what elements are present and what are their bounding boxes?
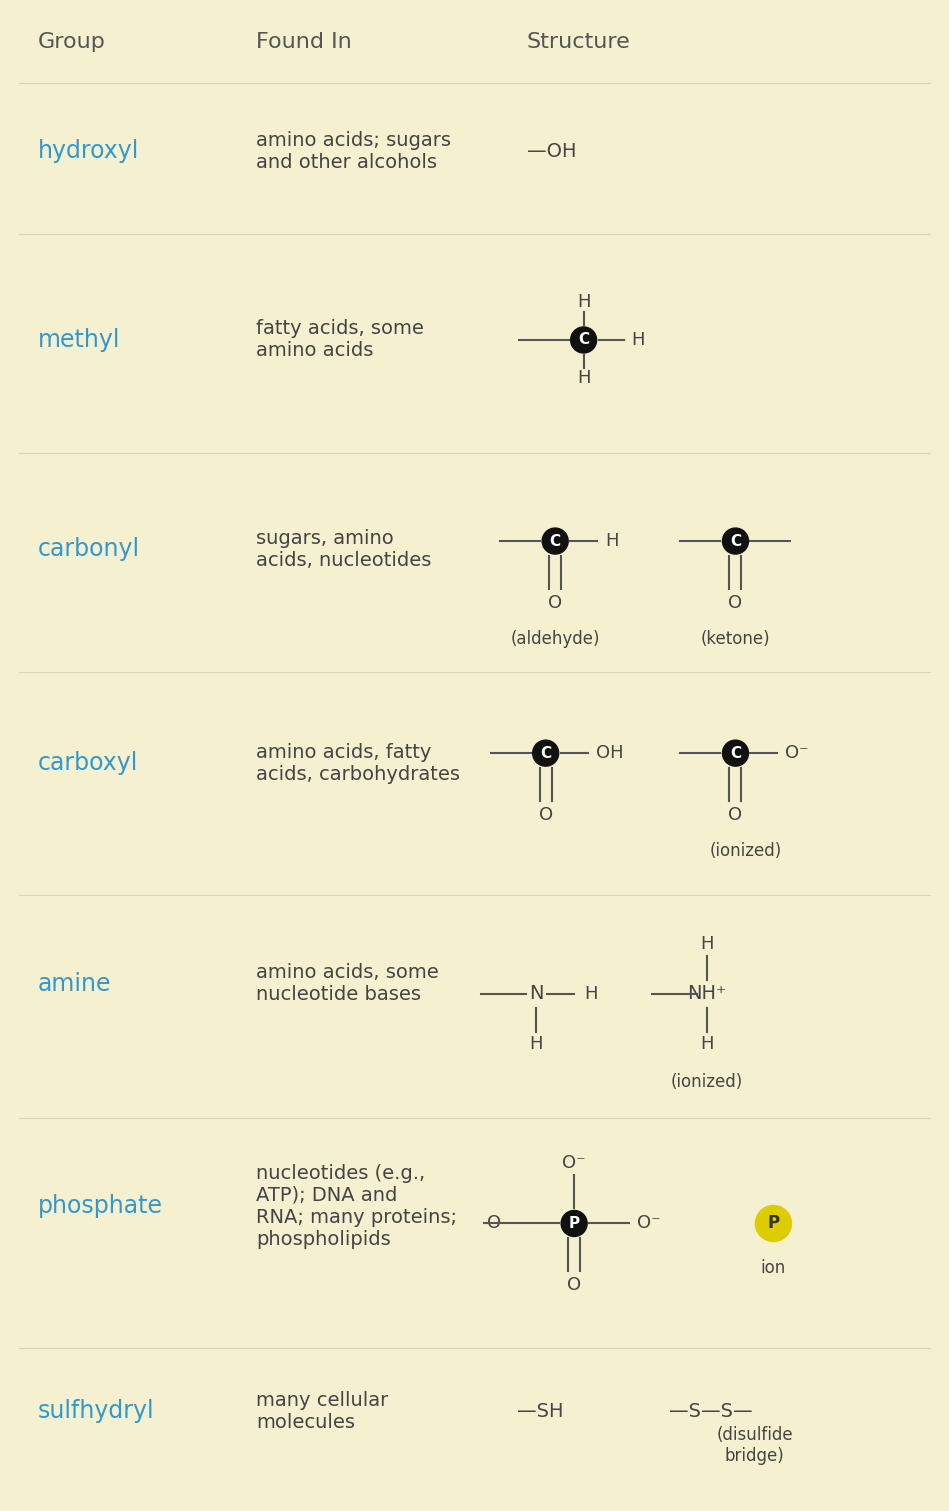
Text: O: O [487, 1215, 501, 1233]
Text: NH⁺: NH⁺ [687, 984, 727, 1003]
Text: many cellular
molecules: many cellular molecules [256, 1390, 388, 1432]
Text: ion: ion [761, 1260, 786, 1277]
Text: O⁻: O⁻ [563, 1154, 586, 1173]
Text: Found In: Found In [256, 32, 352, 53]
Text: C: C [540, 745, 551, 760]
Text: C: C [578, 332, 589, 348]
Text: H: H [632, 331, 645, 349]
Text: (aldehyde): (aldehyde) [511, 630, 600, 648]
Text: Group: Group [38, 32, 106, 53]
Text: O: O [549, 594, 562, 612]
Text: H: H [530, 1035, 543, 1053]
Text: (ketone): (ketone) [700, 630, 771, 648]
Text: O: O [729, 807, 742, 823]
Text: sulfhydryl: sulfhydryl [38, 1399, 155, 1423]
Ellipse shape [542, 527, 568, 555]
Text: H: H [700, 935, 714, 953]
Ellipse shape [755, 1206, 791, 1242]
Ellipse shape [722, 740, 749, 766]
Text: H: H [605, 532, 619, 550]
Ellipse shape [561, 1210, 587, 1236]
Text: (ionized): (ionized) [671, 1073, 743, 1091]
Text: (disulfide
bridge): (disulfide bridge) [716, 1426, 792, 1464]
Text: nucleotides (e.g.,
ATP); DNA and
RNA; many proteins;
phospholipids: nucleotides (e.g., ATP); DNA and RNA; ma… [256, 1163, 457, 1250]
Ellipse shape [722, 527, 749, 555]
Text: amino acids, fatty
acids, carbohydrates: amino acids, fatty acids, carbohydrates [256, 742, 460, 784]
Text: (ionized): (ionized) [709, 842, 782, 860]
Text: —S—S—: —S—S— [669, 1402, 753, 1420]
Text: O⁻: O⁻ [786, 743, 809, 762]
Text: H: H [577, 369, 590, 387]
Text: O⁻: O⁻ [637, 1215, 661, 1233]
Text: OH: OH [596, 743, 623, 762]
Text: P: P [568, 1216, 580, 1231]
Text: fatty acids, some
amino acids: fatty acids, some amino acids [256, 319, 424, 361]
Text: O: O [729, 594, 742, 612]
Text: H: H [577, 293, 590, 311]
Text: sugars, amino
acids, nucleotides: sugars, amino acids, nucleotides [256, 529, 432, 570]
Text: O: O [568, 1277, 581, 1295]
Text: C: C [730, 533, 741, 548]
Text: —OH: —OH [527, 142, 576, 160]
Text: H: H [700, 1035, 714, 1053]
Text: O: O [539, 807, 552, 823]
Text: —SH: —SH [517, 1402, 564, 1420]
Text: Structure: Structure [527, 32, 630, 53]
Text: hydroxyl: hydroxyl [38, 139, 140, 163]
Text: P: P [768, 1215, 779, 1233]
Text: carbonyl: carbonyl [38, 536, 140, 561]
Text: methyl: methyl [38, 328, 121, 352]
Text: amino acids, some
nucleotide bases: amino acids, some nucleotide bases [256, 964, 439, 1005]
Text: amine: amine [38, 972, 111, 996]
Text: H: H [585, 985, 598, 1003]
Ellipse shape [532, 740, 559, 766]
Text: N: N [529, 984, 544, 1003]
Text: amino acids; sugars
and other alcohols: amino acids; sugars and other alcohols [256, 130, 451, 172]
Text: carboxyl: carboxyl [38, 751, 139, 775]
Ellipse shape [570, 326, 597, 354]
Text: C: C [549, 533, 561, 548]
Text: phosphate: phosphate [38, 1195, 163, 1218]
Text: C: C [730, 745, 741, 760]
